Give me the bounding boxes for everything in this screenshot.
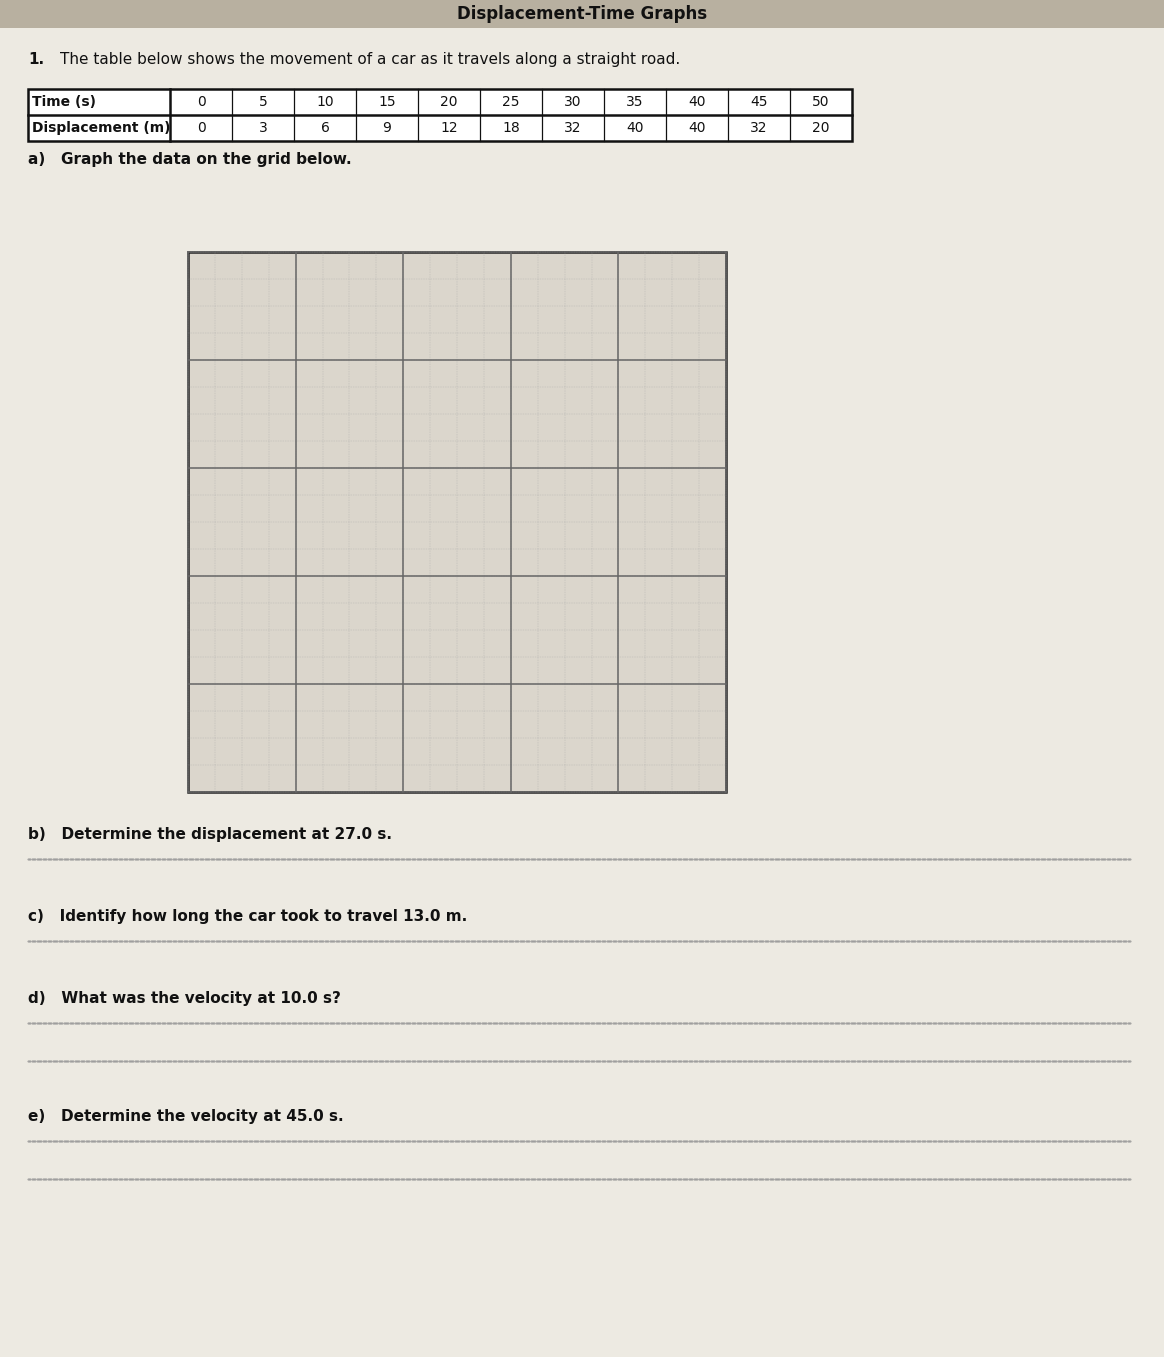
Text: 5: 5: [258, 95, 268, 109]
Text: c)   Identify how long the car took to travel 13.0 m.: c) Identify how long the car took to tra…: [28, 909, 467, 924]
Text: 35: 35: [626, 95, 644, 109]
Text: 20: 20: [440, 95, 457, 109]
Text: 25: 25: [502, 95, 520, 109]
Text: b)   Determine the displacement at 27.0 s.: b) Determine the displacement at 27.0 s.: [28, 826, 392, 841]
Text: 32: 32: [565, 121, 582, 134]
Text: 6: 6: [320, 121, 329, 134]
Text: a)   Graph the data on the grid below.: a) Graph the data on the grid below.: [28, 152, 352, 167]
Text: 1.: 1.: [28, 52, 44, 66]
Text: 18: 18: [502, 121, 520, 134]
Text: Displacement (m): Displacement (m): [31, 121, 170, 134]
Text: 45: 45: [751, 95, 768, 109]
Text: The table below shows the movement of a car as it travels along a straight road.: The table below shows the movement of a …: [61, 52, 680, 66]
Text: 20: 20: [812, 121, 830, 134]
Text: 12: 12: [440, 121, 457, 134]
Text: d)   What was the velocity at 10.0 s?: d) What was the velocity at 10.0 s?: [28, 991, 341, 1006]
Text: e)   Determine the velocity at 45.0 s.: e) Determine the velocity at 45.0 s.: [28, 1109, 343, 1124]
Bar: [189, 252, 726, 792]
Text: 40: 40: [688, 121, 705, 134]
Text: 15: 15: [378, 95, 396, 109]
Text: 9: 9: [383, 121, 391, 134]
Bar: [28, 90, 852, 141]
Text: 32: 32: [751, 121, 768, 134]
Text: 0: 0: [197, 95, 205, 109]
Text: Time (s): Time (s): [31, 95, 95, 109]
Text: Displacement-Time Graphs: Displacement-Time Graphs: [457, 5, 707, 23]
Text: 3: 3: [258, 121, 268, 134]
Text: 50: 50: [812, 95, 830, 109]
Text: 0: 0: [197, 121, 205, 134]
Bar: [0, 0, 1164, 28]
Text: 10: 10: [317, 95, 334, 109]
Text: 40: 40: [688, 95, 705, 109]
Bar: [189, 252, 726, 792]
Bar: [28, 90, 852, 141]
Text: 30: 30: [565, 95, 582, 109]
Text: 40: 40: [626, 121, 644, 134]
